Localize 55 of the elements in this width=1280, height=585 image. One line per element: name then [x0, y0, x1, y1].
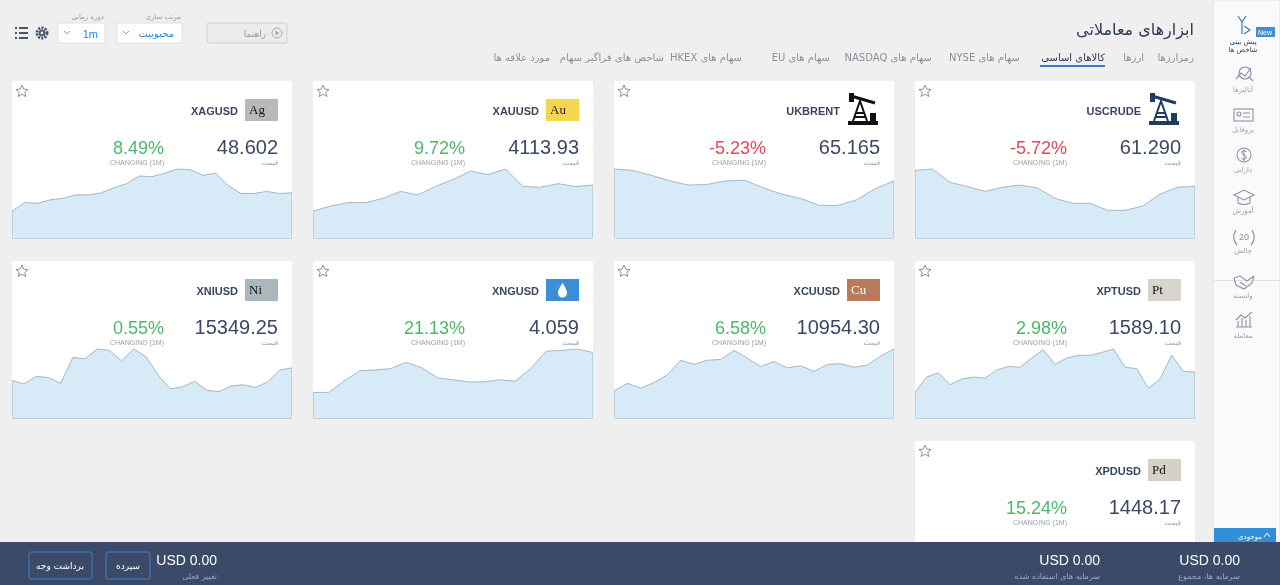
text: 4113.93 — [508, 136, 579, 158]
chart-title: XCUUSD — [793, 285, 841, 297]
text: USD 0.00 — [156, 552, 218, 568]
text: 15.24% — [1005, 498, 1067, 518]
text: 21.13% — [403, 318, 465, 338]
element-tile-icon: Cu — [847, 279, 880, 301]
text: 20 — [1238, 232, 1250, 242]
chart-title: XPTUSD — [1096, 285, 1142, 297]
text: 6.58% — [714, 318, 766, 338]
text: 1589.10 — [1108, 316, 1181, 338]
chart-title: USCRUDE — [1086, 105, 1141, 117]
element-tile-icon: Pd — [1148, 459, 1181, 481]
element-tile-icon: Au — [546, 99, 579, 121]
chart-title: XNIUSD — [196, 285, 239, 297]
text: 61.290 — [1119, 136, 1181, 158]
text: -5.72% — [1009, 138, 1067, 158]
element-tile-icon: Pt — [1148, 279, 1181, 301]
element-tile-icon: Ag — [245, 99, 278, 121]
text: 10954.30 — [796, 316, 880, 338]
text: سهام های EU — [771, 52, 830, 64]
text: 4.059 — [528, 316, 579, 338]
chart-title: XNGUSD — [491, 285, 540, 297]
text: 48.602 — [216, 136, 278, 158]
text: 65.165 — [818, 136, 880, 158]
text: سهام های NASDAQ — [844, 52, 932, 64]
text: رمزارزها — [1157, 52, 1195, 63]
text: کالاهای اساسی — [1041, 52, 1106, 63]
text: XPDUSD — [1095, 465, 1142, 477]
text: 1m — [82, 28, 98, 40]
text: 0.55% — [112, 318, 164, 338]
text: 1448.17 — [1108, 496, 1181, 518]
element-tile-icon: Ni — [245, 279, 278, 301]
text: ارزها — [1123, 52, 1144, 63]
text: -5.23% — [708, 138, 766, 158]
text: سرمایه ها، مجموع — [1178, 572, 1241, 581]
text: تغییر فعلی — [182, 572, 217, 581]
chart-title: XAGUSD — [190, 105, 239, 117]
text: محبوبیت — [138, 28, 174, 39]
text: سرمایه های استفاده شده — [1014, 572, 1101, 581]
text: 8.49% — [112, 138, 164, 158]
text: راهنما — [243, 29, 266, 39]
text: 2.98% — [1015, 318, 1067, 338]
text: USD 0.00 — [1179, 552, 1241, 568]
text: USD 0.00 — [1039, 552, 1101, 568]
text: 9.72% — [413, 138, 465, 158]
text: سهام های NYSE — [949, 52, 1020, 64]
text: سهام های HKEX — [670, 52, 742, 64]
text: ابزارهای معاملاتی — [1076, 20, 1194, 40]
chart-title: XAUUSD — [492, 105, 540, 117]
text: 15349.25 — [194, 316, 278, 338]
chart-title: UKBRENT — [786, 105, 841, 117]
text: شاخص های فراگیر سهام — [559, 52, 664, 64]
text: برداشت وجه — [36, 561, 84, 571]
text: مورد علاقه ها — [493, 52, 550, 63]
text: سپرده — [116, 561, 140, 571]
